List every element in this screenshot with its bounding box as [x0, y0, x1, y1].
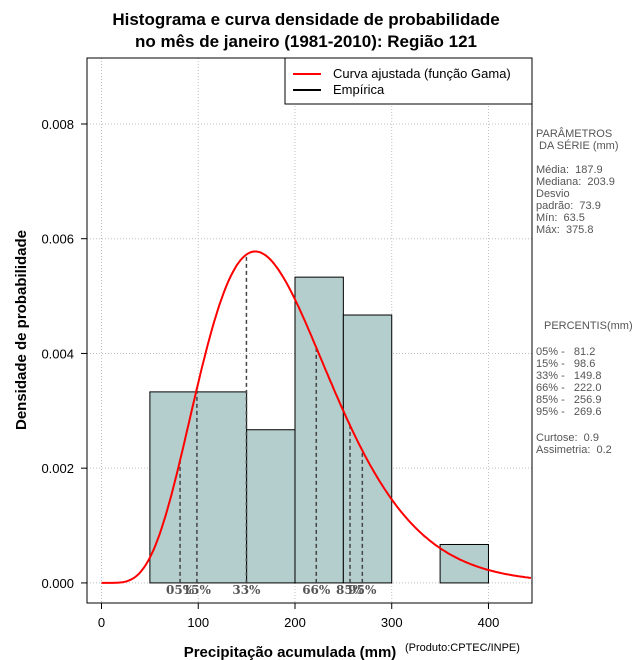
percentis-title: PERCENTIS(mm): [544, 320, 633, 332]
percentil-66: 66% - 222.0: [536, 382, 602, 394]
percentile-label-4: 85%: [336, 583, 365, 597]
param-stddev-line-1: Desvio: [536, 188, 570, 200]
percentile-label-1: 15%: [183, 583, 212, 597]
stat-skewness: Assimetria: 0.2: [536, 444, 612, 456]
histogram-bar-1: [246, 429, 296, 584]
params-title-line-1: PARÂMETROS: [536, 128, 613, 140]
x-tick-label-400: 400: [478, 615, 500, 630]
x-axis-label: Precipitação acumulada (mm): [184, 644, 397, 660]
y-tick-label-4: 0.008: [41, 117, 74, 132]
x-axis: 0 100 200 300 400: [98, 603, 499, 630]
stat-kurtosis: Curtose: 0.9: [536, 432, 599, 444]
y-axis-label: Densidade de probabilidade: [13, 230, 30, 430]
percentil-15: 15% - 98.6: [536, 358, 596, 370]
chart-title-line-2: no mês de janeiro (1981-2010): Região 12…: [135, 32, 477, 51]
fitted-curve-layer: [101, 250, 532, 584]
percentil-85: 85% - 256.9: [536, 394, 602, 406]
percentile-markers: 05%15% 33% 66% 85%95%: [166, 254, 377, 597]
legend-label-curve: Curva ajustada (função Gama): [333, 66, 511, 81]
histogram-bar-3: [342, 314, 393, 584]
y-tick-label-0: 0.000: [41, 576, 74, 591]
param-mean: Média: 187.9: [536, 164, 603, 176]
percentile-label-0: 05%: [166, 583, 195, 597]
credit-text: (Produto:CPTEC/INPE): [405, 642, 520, 654]
percentile-label-2: 33%: [232, 583, 261, 597]
fitted-gamma-curve: [101, 250, 532, 584]
series-parameters-panel: PARÂMETROS DA SÉRIE (mm) Média: 187.9 Me…: [536, 128, 640, 236]
percentile-label-3: 66%: [302, 583, 331, 597]
percentiles-panel: PERCENTIS(mm) 05% - 81.2 15% - 98.6 33% …: [536, 320, 640, 456]
x-tick-label-100: 100: [187, 615, 209, 630]
histogram-bars: [149, 276, 489, 584]
percentil-33: 33% - 149.8: [536, 370, 602, 382]
legend-label-empirical: Empírica: [333, 82, 385, 97]
x-tick-label-0: 0: [98, 615, 105, 630]
percentil-05: 05% - 81.2: [536, 346, 596, 358]
y-tick-label-1: 0.002: [41, 461, 74, 476]
y-tick-label-2: 0.004: [41, 346, 74, 361]
param-median: Mediana: 203.9: [536, 176, 615, 188]
y-tick-label-3: 0.006: [41, 232, 74, 247]
legend-box: [284, 57, 533, 105]
histogram-bar-0: [149, 391, 248, 584]
legend: Curva ajustada (função Gama) Empírica: [284, 57, 533, 105]
percentile-label-5: 95%: [348, 583, 377, 597]
x-tick-label-200: 200: [284, 615, 306, 630]
param-max: Máx: 375.8: [536, 224, 594, 236]
histogram-bar-4: [439, 543, 489, 584]
params-title-line-2: DA SÉRIE (mm): [536, 140, 619, 152]
histogram-bar-2: [294, 276, 344, 584]
y-axis: 0.000 0.002 0.004 0.006 0.008: [41, 117, 87, 591]
param-stddev-line-2: padrão: 73.9: [536, 200, 601, 212]
param-min: Mín: 63.5: [536, 212, 585, 224]
chart-title-line-1: Histograma e curva densidade de probabil…: [112, 10, 499, 29]
x-tick-label-300: 300: [381, 615, 403, 630]
percentil-95: 95% - 269.6: [536, 406, 602, 418]
